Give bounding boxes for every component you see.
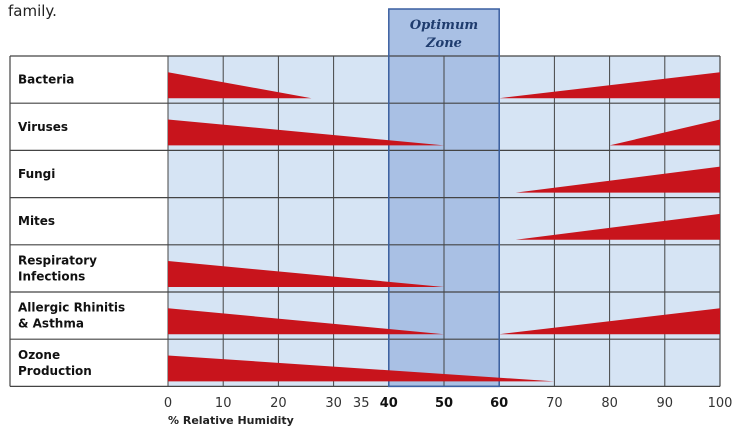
row-label: & Asthma <box>18 317 84 331</box>
row-label: Fungi <box>18 167 55 181</box>
row-label: Respiratory <box>18 253 97 267</box>
x-tick-label: 20 <box>270 396 287 411</box>
row-label: Mites <box>18 214 55 228</box>
x-tick-label: 30 <box>325 396 342 411</box>
row-label: Infections <box>18 269 85 283</box>
x-tick-label: 50 <box>435 396 453 411</box>
risk-wedge <box>515 213 720 240</box>
row-label: Ozone <box>18 348 60 362</box>
risk-wedge <box>515 166 720 193</box>
label-column <box>10 56 168 387</box>
risk-wedge <box>168 308 444 335</box>
x-tick-label: 90 <box>657 396 674 411</box>
row-label: Allergic Rhinitis <box>18 301 125 315</box>
optimum-zone-border <box>388 8 500 388</box>
x-axis-title: % Relative Humidity <box>168 414 294 427</box>
x-tick-label: 10 <box>215 396 232 411</box>
risk-wedge <box>168 261 444 287</box>
risk-wedge <box>499 72 720 99</box>
risk-wedge <box>168 355 555 382</box>
row-label: Production <box>18 364 92 378</box>
risk-wedge <box>168 119 444 146</box>
x-tick-label: 35 <box>353 396 370 411</box>
x-tick-label: 80 <box>601 396 618 411</box>
optimum-zone-label: Optimum <box>410 18 478 33</box>
row-label: Bacteria <box>18 73 74 87</box>
optimum-zone-label: Zone <box>425 36 462 51</box>
risk-wedge <box>499 308 720 335</box>
risk-wedge <box>168 72 312 99</box>
row-label: Viruses <box>18 120 68 134</box>
x-tick-label: 40 <box>380 396 398 411</box>
caption-fragment: family. <box>8 2 57 20</box>
x-tick-label: 70 <box>546 396 563 411</box>
x-tick-label: 100 <box>708 396 733 411</box>
x-tick-label: 0 <box>164 396 172 411</box>
x-tick-label: 60 <box>490 396 508 411</box>
risk-wedge <box>609 119 720 146</box>
